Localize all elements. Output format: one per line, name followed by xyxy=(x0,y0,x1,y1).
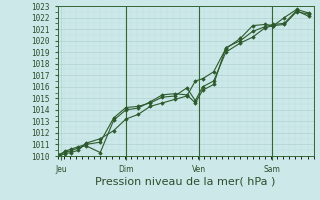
X-axis label: Pression niveau de la mer( hPa ): Pression niveau de la mer( hPa ) xyxy=(95,177,276,187)
